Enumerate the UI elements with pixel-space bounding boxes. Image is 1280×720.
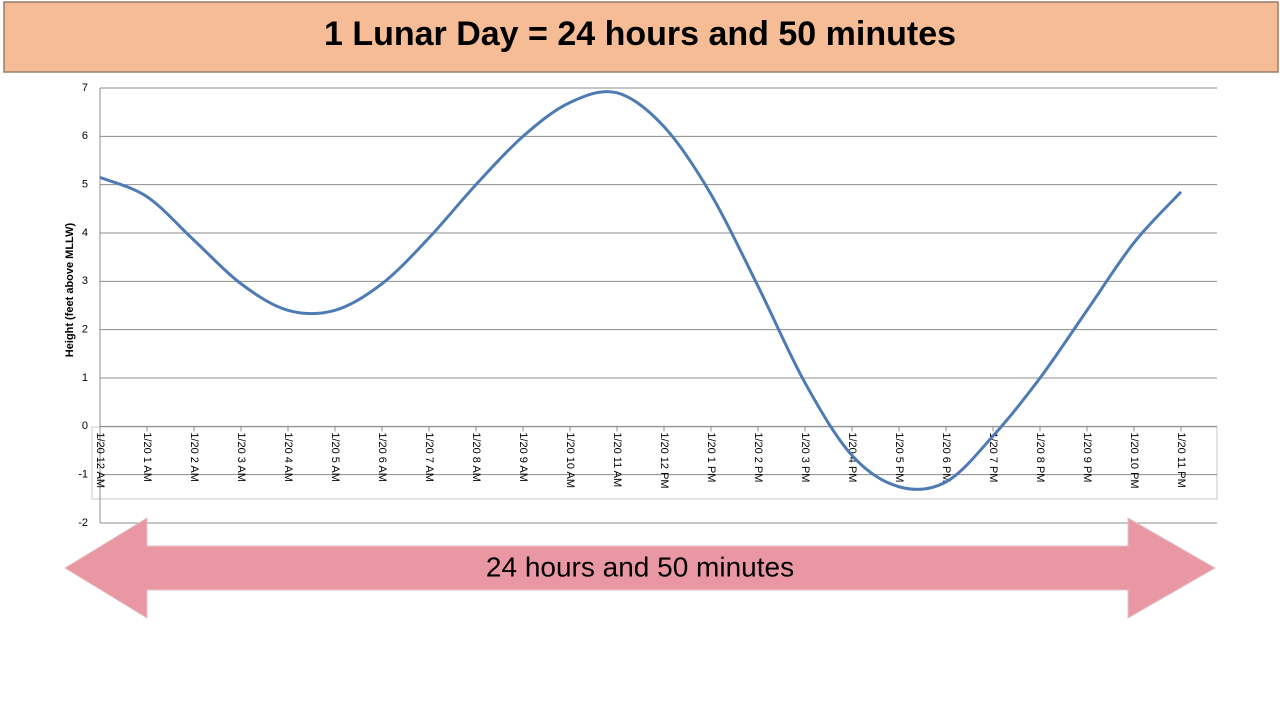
x-tick-label: 1/20 1 AM: [141, 432, 153, 482]
banner-box: [3, 1, 1279, 73]
x-tick-label: 1/20 8 AM: [470, 432, 482, 482]
banner-title: 1 Lunar Day = 24 hours and 50 minutes: [324, 15, 956, 53]
y-tick-label: -2: [78, 517, 88, 529]
x-tick-label: 1/20 2 AM: [188, 432, 200, 482]
x-tick-label: 1/20 11 AM: [611, 432, 623, 487]
y-axis-title: Height (feet above MLLW): [64, 222, 76, 357]
x-tick-label: 1/20 9 PM: [1081, 432, 1093, 482]
x-tick-label: 1/20 11 PM: [1175, 432, 1187, 487]
line-series: [99, 90, 1183, 491]
x-tick-label: 1/20 7 AM: [423, 432, 435, 482]
x-tick-label: 1/20 5 PM: [893, 432, 905, 482]
chart: Height (feet above MLLW) -2 -1 0 1 2 3 4 5 6 7 1/2…: [64, 82, 1218, 529]
axis-label-box: [91, 426, 1218, 500]
x-tick-label: 1/20 6 AM: [376, 432, 388, 482]
x-tick-label: 1/20 1 PM: [705, 432, 717, 482]
x-tick-label: 1/20 7 PM: [987, 432, 999, 482]
x-tick-label: 1/20 3 PM: [799, 432, 811, 482]
x-tick-label: 1/20 10 AM: [564, 432, 576, 488]
y-tick-label: 1: [82, 372, 88, 384]
banner: 1 Lunar Day = 24 hours and 50 minutes: [3, 1, 1279, 73]
x-tick-label: 1/20 5 AM: [329, 432, 341, 482]
double-arrow: [64, 517, 1217, 619]
y-tick-label: 0: [82, 420, 88, 432]
x-tick-label: 1/20 4 AM: [282, 432, 294, 482]
x-tick-label: 1/20 10 PM: [1128, 432, 1140, 488]
y-tick-label: 4: [82, 227, 88, 239]
y-tick-label: 6: [82, 130, 88, 142]
x-tick-label: 1/20 2 PM: [752, 432, 764, 482]
x-tick-label: 1/20 8 PM: [1034, 432, 1046, 482]
x-tick-label: 1/20 9 AM: [517, 432, 529, 482]
y-tick-label: 5: [82, 179, 88, 191]
x-tick-label: 1/20 12 AM: [94, 432, 106, 488]
x-tick-label: 1/20 6 PM: [940, 432, 952, 482]
x-tick-label: 1/20 12 PM: [658, 432, 670, 488]
y-tick-label: 2: [82, 324, 88, 336]
arrow: 24 hours and 50 minutes: [64, 517, 1217, 619]
x-tick-label: 1/20 3 AM: [235, 432, 247, 482]
y-tick-label: 3: [82, 275, 88, 287]
arrow-label: 24 hours and 50 minutes: [486, 551, 794, 582]
y-tick-label: -1: [78, 469, 88, 481]
y-tick-label: 7: [82, 82, 88, 94]
